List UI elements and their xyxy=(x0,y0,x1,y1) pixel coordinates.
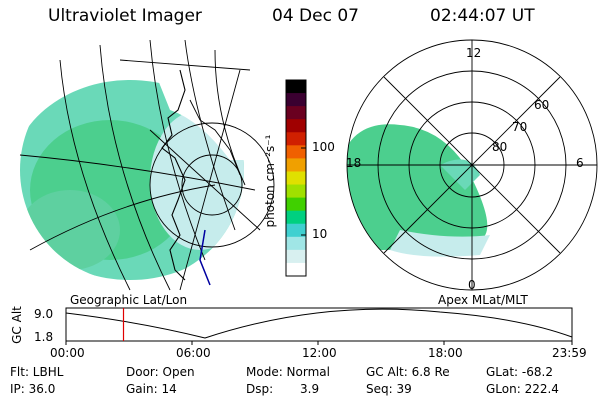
mlat-label-80: 80 xyxy=(492,140,508,154)
mag-grid-lines xyxy=(346,39,598,291)
magnetic-map xyxy=(346,39,598,291)
mlt-label-6: 6 xyxy=(576,156,584,170)
color-bar-band xyxy=(286,249,306,264)
cb-unit-label: photon cm⁻²s⁻¹ xyxy=(263,134,277,228)
color-bar-band xyxy=(286,93,306,107)
color-bar-band xyxy=(286,158,306,173)
mlat-label-60: 60 xyxy=(534,98,550,112)
time-tick-1: 06:00 xyxy=(176,346,211,360)
time-tick-4: 23:59 xyxy=(552,346,587,360)
info-seq: Seq: 39 xyxy=(366,382,412,396)
info-gain: Gain: 14 xyxy=(126,382,177,396)
altitude-ylabel: GC Alt xyxy=(10,306,24,344)
date-label: 04 Dec 07 xyxy=(272,6,359,26)
color-bar-band xyxy=(286,210,306,225)
mlt-label-12: 12 xyxy=(466,46,482,60)
color-bar-band xyxy=(286,145,306,159)
color-bar-band xyxy=(286,223,306,238)
alt-tick-low: 1.8 xyxy=(34,330,54,344)
color-bar xyxy=(286,80,306,277)
color-bar-frame xyxy=(285,79,307,277)
color-bar-band xyxy=(286,106,306,120)
geographic-map xyxy=(19,39,275,291)
terminator-line xyxy=(199,229,211,286)
coastline xyxy=(161,69,186,281)
altitude-frame xyxy=(65,307,573,342)
time-tick-2: 12:00 xyxy=(302,346,337,360)
time-tick-3: 18:00 xyxy=(428,346,463,360)
mlt-label-18: 18 xyxy=(346,156,362,170)
mlat-label-70: 70 xyxy=(512,120,528,134)
time-label: 02:44:07 UT xyxy=(430,6,535,26)
info-mode: Mode: Normal xyxy=(246,365,330,379)
altitude-plot xyxy=(65,307,573,345)
color-bar-band xyxy=(286,171,306,186)
altitude-curve xyxy=(65,308,573,339)
info-flt: Flt: LBHL xyxy=(10,365,64,379)
color-bar-band xyxy=(286,197,306,212)
mlt-label-0: 0 xyxy=(468,278,476,292)
info-ip: IP: 36.0 xyxy=(10,382,56,396)
cb-label-100: 100 xyxy=(312,140,335,154)
info-gcalt: GC Alt: 6.8 Re xyxy=(366,365,450,379)
time-tick-0: 00:00 xyxy=(50,346,85,360)
info-glon: GLon: 222.4 xyxy=(486,382,559,396)
color-bar-band xyxy=(286,119,306,133)
info-glat: GLat: -68.2 xyxy=(486,365,553,379)
mag-aurora-fill xyxy=(347,124,488,250)
info-dsp-value: 3.9 xyxy=(300,382,320,396)
color-bar-band xyxy=(286,236,306,251)
alt-tick-high: 9.0 xyxy=(34,307,54,321)
info-door: Door: Open xyxy=(126,365,195,379)
magnetic-caption: Apex MLat/MLT xyxy=(438,293,528,307)
geo-grid-lines xyxy=(19,39,275,291)
instrument-title: Ultraviolet Imager xyxy=(48,6,202,26)
info-dsp-label: Dsp: xyxy=(246,382,274,396)
color-bar-band xyxy=(286,80,306,94)
color-bar-band xyxy=(286,184,306,199)
geographic-caption: Geographic Lat/Lon xyxy=(70,293,188,307)
color-bar-band xyxy=(286,132,306,146)
cb-label-10: 10 xyxy=(312,227,328,241)
color-bar-band xyxy=(286,262,306,277)
